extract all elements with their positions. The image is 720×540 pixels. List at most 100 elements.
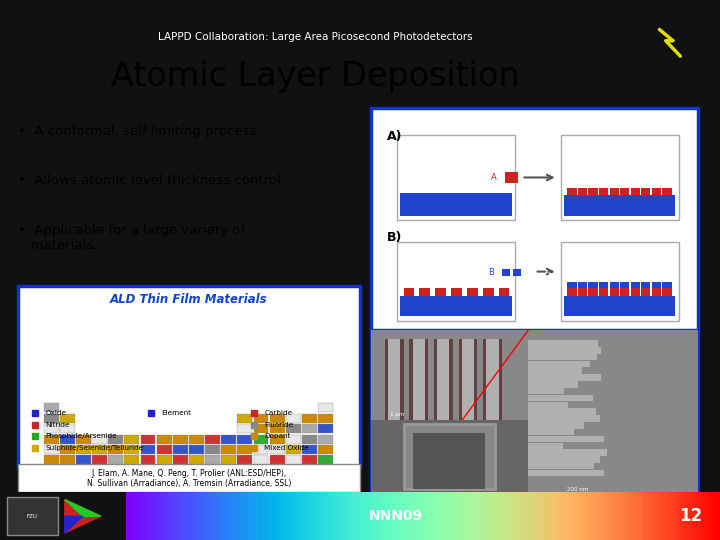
Bar	[253, 466, 269, 475]
Bar	[302, 456, 317, 465]
Bar	[302, 476, 317, 485]
Text: Dopant: Dopant	[264, 433, 291, 440]
Bar	[642, 282, 650, 288]
Bar	[76, 445, 91, 454]
Bar	[397, 135, 515, 220]
Bar	[588, 187, 598, 195]
Text: •  Allows atomic level thickness control.: • Allows atomic level thickness control.	[18, 174, 285, 187]
Bar	[528, 415, 600, 422]
Bar	[631, 288, 640, 296]
Polygon shape	[65, 500, 101, 533]
Bar	[528, 347, 601, 354]
Bar	[189, 476, 204, 485]
Bar	[400, 296, 512, 316]
Bar	[92, 435, 107, 444]
Bar	[173, 456, 188, 465]
Bar	[528, 402, 568, 408]
Text: 1 μm: 1 μm	[390, 413, 405, 417]
Bar	[318, 466, 333, 475]
Bar	[60, 466, 75, 475]
Text: B): B)	[387, 231, 402, 244]
Bar	[44, 424, 58, 433]
Bar	[528, 368, 582, 374]
Bar	[302, 424, 317, 433]
Bar	[221, 435, 236, 444]
Text: NNN09: NNN09	[369, 509, 423, 523]
Bar	[631, 282, 640, 288]
Bar	[371, 420, 528, 492]
Bar	[205, 466, 220, 475]
Bar	[561, 242, 679, 321]
Bar	[302, 435, 317, 444]
Bar	[140, 476, 156, 485]
Bar	[189, 487, 204, 496]
Bar	[157, 476, 171, 485]
Text: B: B	[487, 268, 494, 277]
Bar	[513, 269, 521, 276]
Bar	[498, 288, 509, 296]
Text: Element: Element	[161, 410, 192, 416]
Bar	[270, 456, 284, 465]
Text: J. Elam, A. Mane, Q. Peng, T. Prolier (ANL:ESD/HEP),
N. Sullivan (Arradiance), A: J. Elam, A. Mane, Q. Peng, T. Prolier (A…	[87, 469, 291, 488]
Bar	[286, 414, 301, 423]
Bar	[564, 296, 675, 316]
Bar	[125, 466, 139, 475]
Bar	[189, 435, 204, 444]
Text: Fluoride: Fluoride	[264, 422, 294, 428]
Bar	[318, 424, 333, 433]
Bar	[528, 436, 604, 442]
Text: Phosphide/Arsenide: Phosphide/Arsenide	[45, 433, 117, 440]
Bar	[92, 476, 107, 485]
Text: Sulphide/Selenide/Telluride: Sulphide/Selenide/Telluride	[45, 445, 143, 451]
Bar	[449, 339, 453, 420]
Bar	[92, 445, 107, 454]
Bar	[528, 361, 590, 367]
Bar	[238, 424, 252, 433]
Bar	[60, 435, 75, 444]
Bar	[253, 476, 269, 485]
Bar	[318, 445, 333, 454]
Bar	[425, 339, 428, 420]
Bar	[44, 403, 58, 413]
Bar	[403, 288, 415, 296]
Bar	[662, 282, 672, 288]
Bar	[253, 414, 269, 423]
Bar	[173, 487, 188, 496]
Text: A): A)	[387, 130, 402, 144]
Bar	[76, 466, 91, 475]
Bar	[205, 456, 220, 465]
Polygon shape	[65, 500, 101, 516]
Bar	[302, 414, 317, 423]
Text: Atomic Layer Deposition: Atomic Layer Deposition	[111, 60, 519, 93]
Bar	[588, 288, 598, 296]
Bar	[588, 282, 598, 288]
Bar	[498, 339, 502, 420]
Bar	[599, 187, 608, 195]
Bar	[286, 435, 301, 444]
Bar	[189, 466, 204, 475]
Bar	[459, 339, 462, 420]
Bar	[44, 466, 58, 475]
Bar	[461, 339, 477, 420]
Bar	[318, 435, 333, 444]
Bar	[561, 135, 679, 220]
Bar	[528, 470, 604, 476]
Bar	[60, 424, 75, 433]
Text: Carbide: Carbide	[264, 410, 292, 416]
Bar	[631, 187, 640, 195]
Bar	[44, 435, 58, 444]
Bar	[44, 445, 58, 454]
Bar	[221, 476, 236, 485]
Bar	[610, 288, 618, 296]
Bar	[270, 476, 284, 485]
Text: FZU: FZU	[27, 514, 38, 519]
Bar	[270, 466, 284, 475]
Bar	[419, 288, 431, 296]
Bar	[140, 466, 156, 475]
Bar	[205, 476, 220, 485]
Bar	[528, 395, 593, 401]
Text: 12: 12	[680, 507, 703, 525]
Bar	[253, 456, 269, 465]
Bar	[221, 445, 236, 454]
Bar	[502, 269, 510, 276]
